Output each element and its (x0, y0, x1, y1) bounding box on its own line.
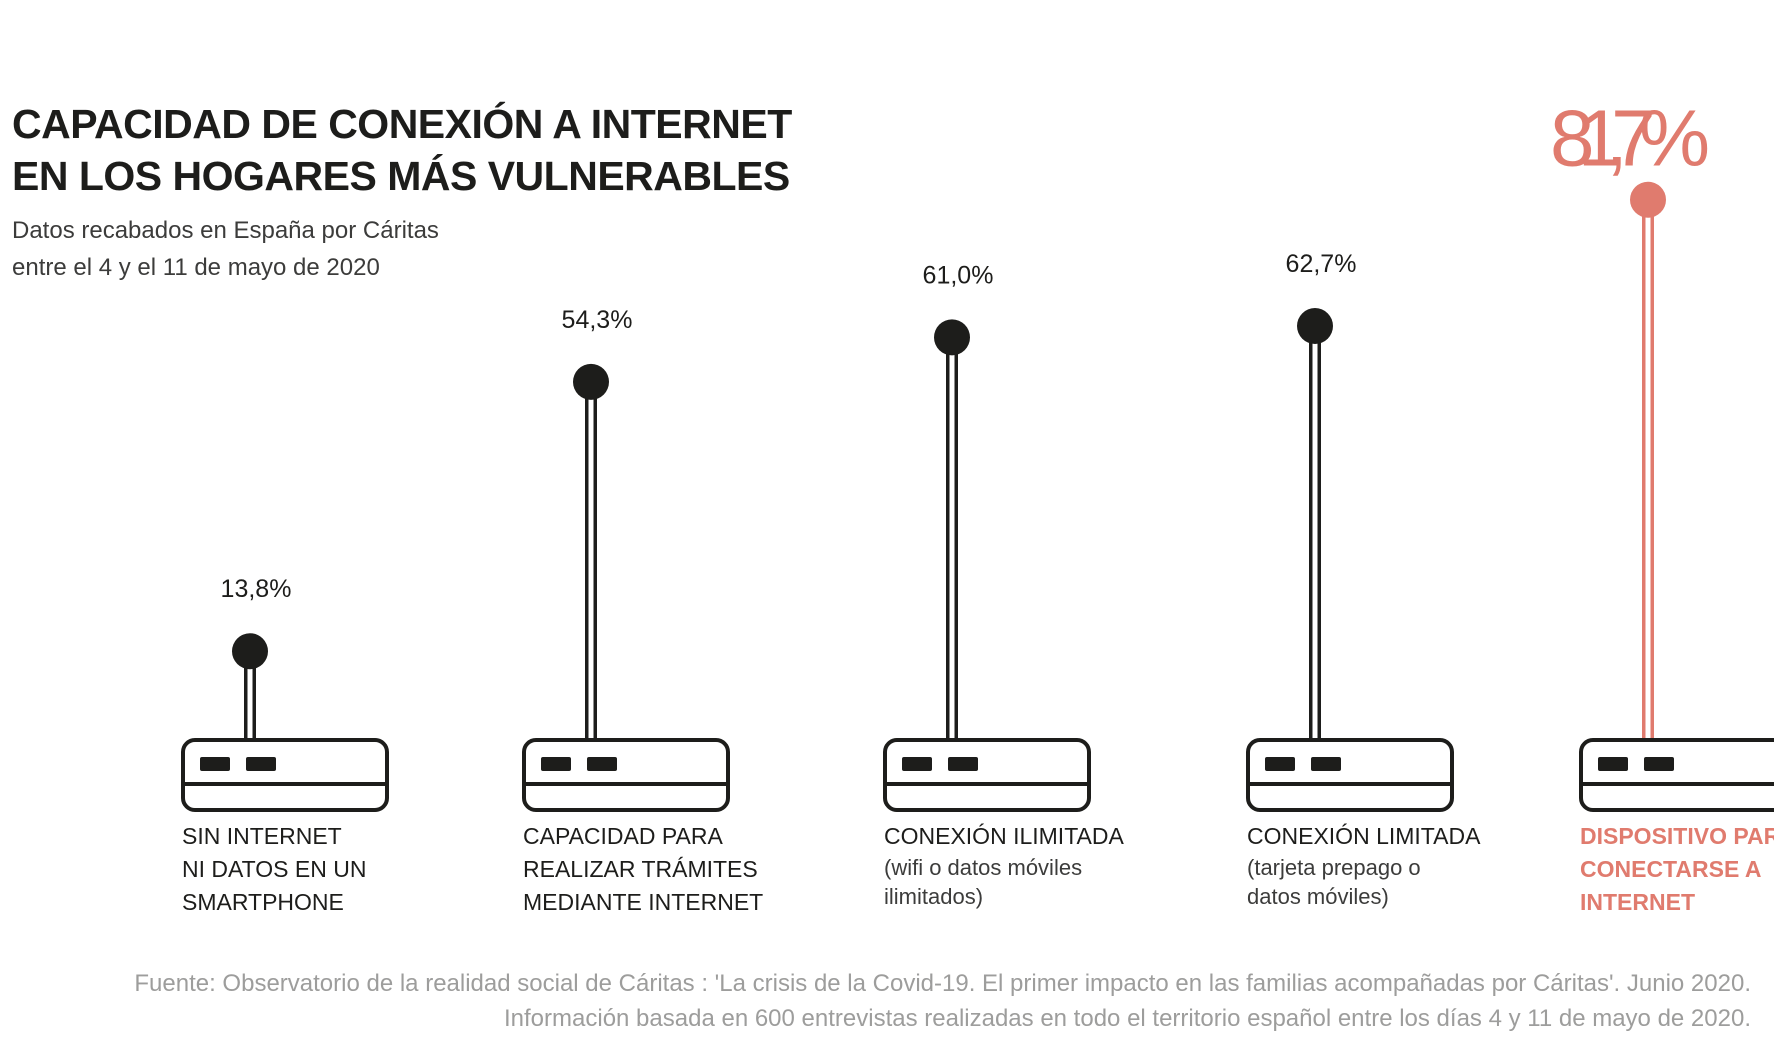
category-note-line: (tarjeta prepago o (1247, 855, 1421, 880)
source-line: Fuente: Observatorio de la realidad soci… (134, 970, 1751, 997)
antenna-tip-dot (934, 319, 970, 356)
router-led (587, 757, 617, 771)
category-label: CAPACIDAD PARA REALIZAR TRÁMITES MEDIANTE … (523, 820, 763, 919)
category-note-line: ilimitados) (884, 884, 984, 909)
category-group: 61,0% (883, 261, 1091, 812)
router-icon (1246, 738, 1454, 812)
router-body (522, 738, 730, 812)
value-label: 13,8% (221, 575, 292, 603)
category-label: CONEXIÓN ILIMITADA (wifi o datos móviles i… (884, 820, 1124, 911)
category-group: 62,7% (1246, 250, 1454, 812)
router-body (1579, 738, 1774, 812)
category-group: 54,3% (522, 306, 730, 812)
antenna-tip-dot (1297, 308, 1333, 345)
category-label: CONEXIÓN LIMITADA (tarjeta prepago o datos… (1247, 820, 1480, 911)
antenna-tip-dot (232, 633, 268, 670)
router-icon (1579, 738, 1774, 812)
antenna-bar-gap (1645, 199, 1651, 743)
router-body (1246, 738, 1454, 812)
category-note-line: datos móviles) (1247, 884, 1389, 909)
category-label: DISPOSITIVO PARA CONECTARSE A INTERNET (1580, 820, 1774, 919)
router-led (1598, 757, 1628, 771)
category-label: SIN INTERNET NI DATOS EN UN SMARTPHONE (182, 820, 366, 919)
router-body (181, 738, 389, 812)
router-icon (181, 738, 389, 812)
antenna-tip-dot (573, 363, 609, 400)
chart-subtitle-line: Datos recabados en España por Cáritas (12, 217, 439, 244)
router-led (1644, 757, 1674, 771)
chart-title: CAPACIDAD DE CONEXIÓN A INTERNET EN LOS … (12, 98, 792, 202)
category-label-line: CAPACIDAD PARA (523, 823, 723, 849)
antenna-bar-gap (949, 337, 955, 743)
category-label-line: CONECTARSE A (1580, 856, 1762, 882)
chart-title-line: EN LOS HOGARES MÁS VULNERABLES (12, 153, 790, 199)
router-led (541, 757, 571, 771)
category-label-line: NI DATOS EN UN (182, 856, 367, 882)
source-note: Fuente: Observatorio de la realidad soci… (134, 966, 1751, 1036)
category-label-line: INTERNET (1580, 889, 1695, 915)
category-group: 13,8% (181, 575, 389, 812)
router-led (200, 757, 230, 771)
value-label: 81,7% (1550, 94, 1710, 183)
router-body (883, 738, 1091, 812)
antenna-bar-gap (588, 381, 594, 743)
antenna-bar-gap (1312, 326, 1318, 743)
category-group: 81,7% (1550, 94, 1774, 812)
chart-subtitle-line: entre el 4 y el 11 de mayo de 2020 (12, 254, 380, 281)
router-led (246, 757, 276, 771)
value-label: 62,7% (1286, 250, 1357, 278)
router-icon (522, 738, 730, 812)
category-label-line: SMARTPHONE (182, 889, 344, 915)
value-label: 54,3% (562, 306, 633, 334)
category-label-line: CONEXIÓN LIMITADA (1247, 823, 1481, 849)
antenna-tip-dot (1630, 181, 1666, 218)
router-led (1265, 757, 1295, 771)
source-line: Información basada en 600 entrevistas re… (504, 1005, 1751, 1032)
category-label-line: REALIZAR TRÁMITES (523, 856, 758, 882)
chart-title-line: CAPACIDAD DE CONEXIÓN A INTERNET (12, 101, 792, 147)
router-icon (883, 738, 1091, 812)
chart-subtitle: Datos recabados en España por Cáritas en… (12, 212, 439, 286)
category-note-line: (wifi o datos móviles (884, 855, 1083, 880)
category-label-line: SIN INTERNET (182, 823, 342, 849)
category-label-line: CONEXIÓN ILIMITADA (884, 823, 1124, 849)
router-led (902, 757, 932, 771)
category-label-line: DISPOSITIVO PARA (1580, 823, 1774, 849)
router-led (1311, 757, 1341, 771)
category-label-line: MEDIANTE INTERNET (523, 889, 764, 915)
router-led (948, 757, 978, 771)
value-label: 61,0% (923, 261, 994, 289)
antenna-bar-gap (247, 651, 253, 743)
